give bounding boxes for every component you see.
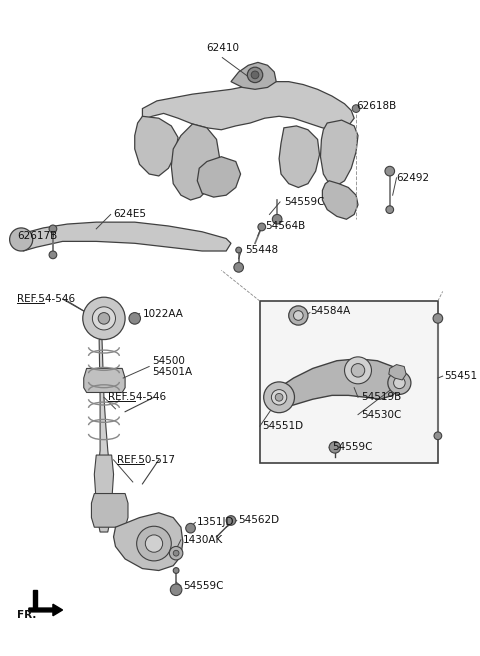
Text: 54530C: 54530C bbox=[361, 409, 401, 420]
Circle shape bbox=[186, 523, 195, 533]
Polygon shape bbox=[98, 340, 110, 474]
Circle shape bbox=[329, 441, 341, 453]
Text: REF.50-517: REF.50-517 bbox=[118, 455, 175, 465]
Text: 54564B: 54564B bbox=[265, 221, 306, 231]
Text: 54584A: 54584A bbox=[310, 306, 350, 316]
Text: 54562D: 54562D bbox=[239, 516, 280, 525]
Circle shape bbox=[92, 307, 116, 330]
Circle shape bbox=[294, 311, 303, 320]
Polygon shape bbox=[323, 181, 358, 219]
Circle shape bbox=[173, 567, 179, 573]
Text: 54500: 54500 bbox=[152, 356, 185, 366]
Circle shape bbox=[271, 390, 287, 405]
Circle shape bbox=[137, 526, 171, 561]
Polygon shape bbox=[143, 81, 354, 131]
Text: 54501A: 54501A bbox=[152, 367, 192, 377]
Text: 624E5: 624E5 bbox=[114, 209, 146, 220]
Polygon shape bbox=[279, 359, 399, 407]
Text: 55451: 55451 bbox=[444, 371, 478, 381]
Circle shape bbox=[388, 371, 411, 394]
Text: 54559C: 54559C bbox=[332, 442, 372, 453]
Text: 1022AA: 1022AA bbox=[143, 308, 183, 319]
Text: FR.: FR. bbox=[17, 610, 36, 620]
Text: 54559C: 54559C bbox=[183, 581, 223, 591]
Text: 54519B: 54519B bbox=[361, 392, 401, 402]
Circle shape bbox=[10, 228, 33, 251]
Circle shape bbox=[234, 262, 243, 272]
Polygon shape bbox=[33, 590, 36, 608]
Circle shape bbox=[275, 394, 283, 401]
Circle shape bbox=[386, 206, 394, 213]
Text: 1351JD: 1351JD bbox=[197, 518, 235, 527]
Circle shape bbox=[272, 215, 282, 224]
Polygon shape bbox=[84, 369, 125, 392]
Circle shape bbox=[394, 377, 405, 388]
Polygon shape bbox=[279, 126, 320, 188]
Text: 62618B: 62618B bbox=[356, 100, 396, 111]
Circle shape bbox=[351, 363, 365, 377]
Text: 55448: 55448 bbox=[245, 245, 278, 255]
Polygon shape bbox=[94, 455, 114, 532]
Circle shape bbox=[434, 432, 442, 440]
Text: REF.54-546: REF.54-546 bbox=[108, 392, 166, 402]
Polygon shape bbox=[29, 604, 62, 616]
Polygon shape bbox=[91, 493, 128, 527]
Text: 54551D: 54551D bbox=[262, 421, 303, 431]
Circle shape bbox=[226, 516, 236, 525]
Bar bbox=[260, 301, 438, 462]
Text: 62410: 62410 bbox=[206, 43, 239, 53]
Polygon shape bbox=[171, 124, 219, 200]
Text: 62617B: 62617B bbox=[17, 231, 58, 241]
Circle shape bbox=[169, 546, 183, 560]
Circle shape bbox=[345, 357, 372, 384]
Circle shape bbox=[49, 251, 57, 258]
Circle shape bbox=[236, 247, 241, 253]
Circle shape bbox=[129, 313, 141, 324]
Text: 62492: 62492 bbox=[396, 173, 430, 183]
Polygon shape bbox=[321, 120, 358, 186]
Circle shape bbox=[83, 297, 125, 340]
Polygon shape bbox=[135, 116, 178, 176]
Circle shape bbox=[385, 167, 395, 176]
Polygon shape bbox=[21, 222, 231, 251]
Circle shape bbox=[258, 223, 265, 231]
Circle shape bbox=[247, 67, 263, 83]
Circle shape bbox=[145, 535, 163, 552]
Text: REF.54-546: REF.54-546 bbox=[17, 294, 75, 304]
Circle shape bbox=[173, 550, 179, 556]
Polygon shape bbox=[197, 157, 240, 197]
Text: 1430AK: 1430AK bbox=[183, 535, 223, 544]
Circle shape bbox=[98, 313, 110, 324]
Circle shape bbox=[264, 382, 295, 413]
Circle shape bbox=[170, 584, 182, 596]
Text: 54559C: 54559C bbox=[284, 197, 324, 207]
Circle shape bbox=[352, 105, 360, 112]
Polygon shape bbox=[231, 62, 276, 89]
Circle shape bbox=[49, 225, 57, 233]
Polygon shape bbox=[389, 365, 406, 380]
Polygon shape bbox=[114, 513, 183, 571]
Circle shape bbox=[288, 306, 308, 325]
Circle shape bbox=[251, 71, 259, 79]
Circle shape bbox=[433, 314, 443, 323]
